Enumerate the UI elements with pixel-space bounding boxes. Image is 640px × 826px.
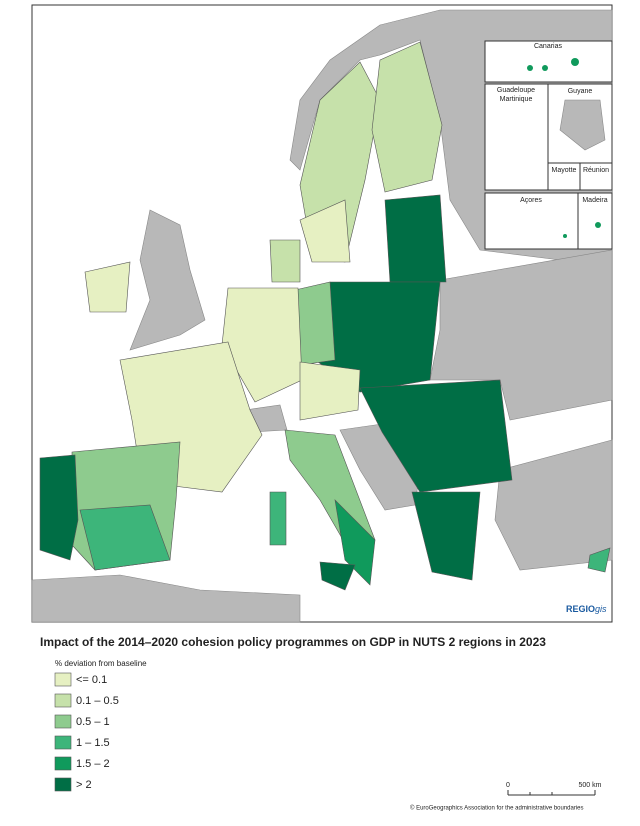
land xyxy=(299,199,351,263)
inset-box xyxy=(484,40,613,83)
scale-label: 0 xyxy=(506,782,510,789)
inset-box xyxy=(547,162,581,191)
title: Impact of the 2014–2020 cohesion policy … xyxy=(40,635,546,649)
legend-label: 1.5 – 2 xyxy=(76,758,110,770)
logo-suffix: gis xyxy=(595,604,607,614)
land xyxy=(269,239,301,283)
legend-swatch xyxy=(54,735,72,750)
land xyxy=(129,209,206,351)
legend-label: > 2 xyxy=(76,779,92,791)
inset-label: Mayotte xyxy=(552,167,577,174)
inset-label: Guadeloupe xyxy=(497,87,535,94)
land xyxy=(494,439,613,571)
island xyxy=(527,65,533,71)
legend-swatch xyxy=(54,756,72,771)
legend-label: <= 0.1 xyxy=(76,674,107,686)
inset-box xyxy=(484,83,549,191)
land xyxy=(371,41,443,193)
legend-swatch xyxy=(54,777,72,792)
logo: REGIOgis xyxy=(566,604,607,614)
map: Canarias Guadeloupe Martinique Guyane Ma… xyxy=(31,4,613,623)
inset-label: Réunion xyxy=(583,167,609,174)
inset-label: Martinique xyxy=(500,96,533,103)
insets: Canarias Guadeloupe Martinique Guyane Ma… xyxy=(484,40,613,250)
land xyxy=(39,454,79,561)
land xyxy=(334,499,376,586)
scale-label: 500 km xyxy=(579,782,602,789)
logo-main: REGIO xyxy=(566,604,595,614)
inset-label: Canarias xyxy=(534,43,563,50)
land xyxy=(411,491,481,581)
legend-swatch xyxy=(54,672,72,687)
legend-label: 0.1 – 0.5 xyxy=(76,695,119,707)
inset-box xyxy=(579,162,613,191)
land xyxy=(359,379,513,493)
island xyxy=(563,234,567,238)
inset-label: Açores xyxy=(520,197,542,204)
inset-box xyxy=(484,192,579,250)
copyright: © EuroGeographics Association for the ad… xyxy=(410,805,584,812)
inset-label: Guyane xyxy=(568,88,593,95)
land xyxy=(84,261,131,313)
land xyxy=(31,574,301,623)
land xyxy=(559,99,606,151)
island xyxy=(571,58,579,66)
scale-bar: 0 500 km xyxy=(506,782,602,796)
land xyxy=(319,561,356,591)
island xyxy=(595,222,601,228)
land xyxy=(384,194,447,283)
legend: <= 0.1 0.1 – 0.5 0.5 – 1 1 – 1.5 1.5 – 2 > 2 xyxy=(54,672,119,792)
land xyxy=(221,287,303,403)
inset-box xyxy=(577,192,613,250)
island xyxy=(542,65,548,71)
inset-label: Madeira xyxy=(582,197,607,204)
land xyxy=(299,361,361,421)
legend-label: 0.5 – 1 xyxy=(76,716,110,728)
land xyxy=(429,249,613,421)
land xyxy=(587,547,611,573)
legend-label: 1 – 1.5 xyxy=(76,737,110,749)
legend-swatch xyxy=(54,693,72,708)
land xyxy=(269,491,287,546)
legend-swatch xyxy=(54,714,72,729)
land xyxy=(79,504,171,571)
legend-title: % deviation from baseline xyxy=(55,659,147,668)
